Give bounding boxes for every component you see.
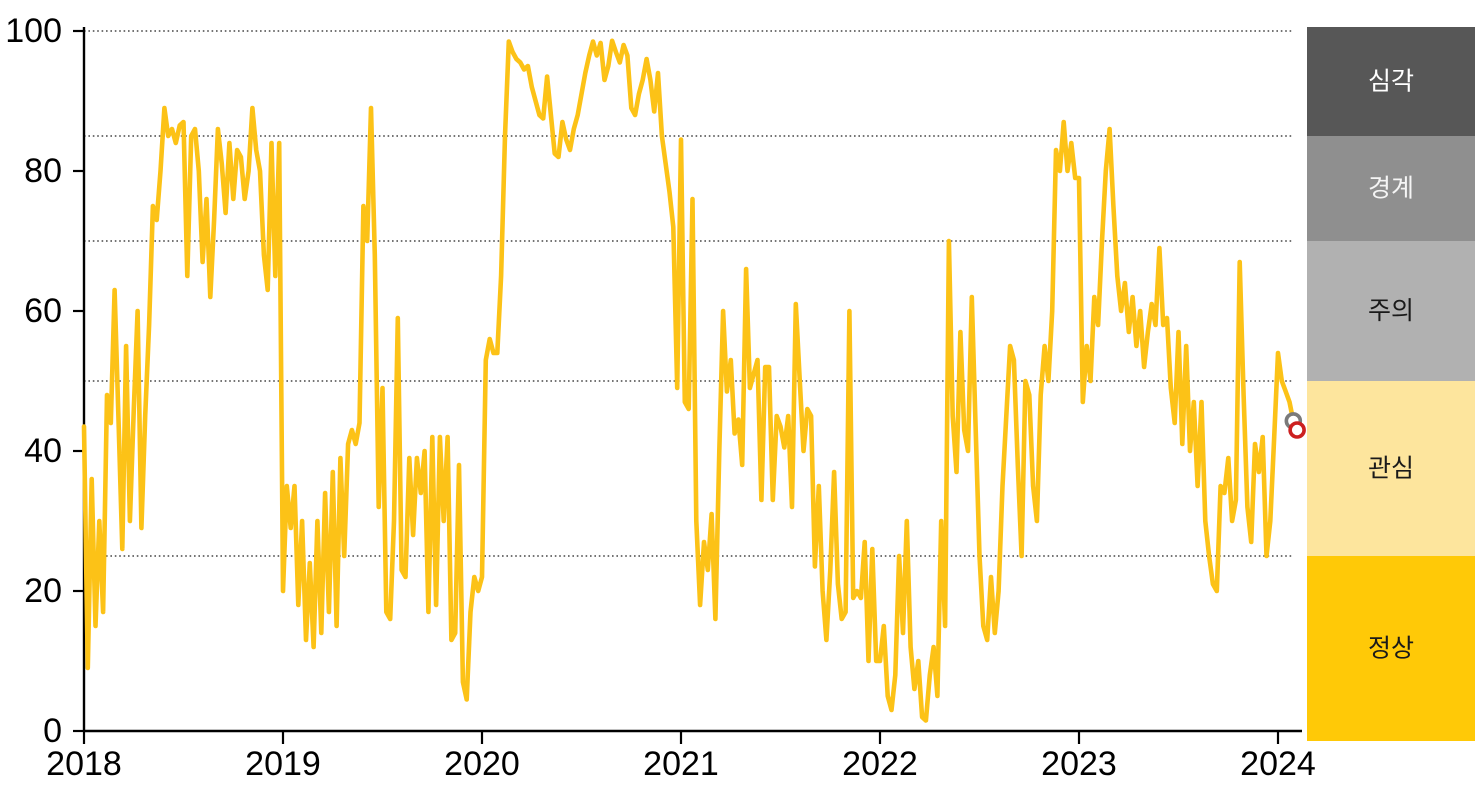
y-tick-label-80: 80 <box>24 152 62 190</box>
band-label-alert: 경계 <box>1368 175 1414 203</box>
gridlines <box>84 30 1292 557</box>
band-attention <box>1307 381 1475 556</box>
latest-value-markers <box>1284 412 1306 439</box>
y-tick-label-60: 60 <box>24 292 62 330</box>
band-label-attention: 관심 <box>1368 455 1414 483</box>
x-tick-label-2018: 2018 <box>46 745 122 783</box>
data-series <box>81 38 1296 723</box>
y-tick-label-0: 0 <box>43 712 62 750</box>
band-alert <box>1307 136 1475 241</box>
x-tick-label-2021: 2021 <box>643 745 719 783</box>
band-severe <box>1307 27 1475 136</box>
marker-latest-red <box>1288 421 1306 439</box>
x-tick-label-2019: 2019 <box>245 745 321 783</box>
x-tick-label-2020: 2020 <box>444 745 520 783</box>
x-tick-label-2024: 2024 <box>1240 745 1316 783</box>
y-tick-label-40: 40 <box>24 432 62 470</box>
band-normal <box>1307 556 1475 741</box>
y-tick-label-20: 20 <box>24 572 62 610</box>
x-tick-label-2022: 2022 <box>842 745 918 783</box>
x-axis-ticks: 2018 2019 2020 2021 2022 2023 2024 <box>46 731 1316 783</box>
band-label-caution: 주의 <box>1368 297 1414 325</box>
axes <box>82 27 1302 733</box>
y-axis-ticks: 0 20 40 60 80 100 <box>5 12 84 750</box>
y-tick-label-100: 100 <box>5 12 62 50</box>
x-tick-label-2023: 2023 <box>1041 745 1117 783</box>
band-label-normal: 정상 <box>1368 635 1414 663</box>
series-line-weekly-risk-index <box>81 38 1296 723</box>
band-label-severe: 심각 <box>1368 68 1414 96</box>
band-caution <box>1307 241 1475 381</box>
